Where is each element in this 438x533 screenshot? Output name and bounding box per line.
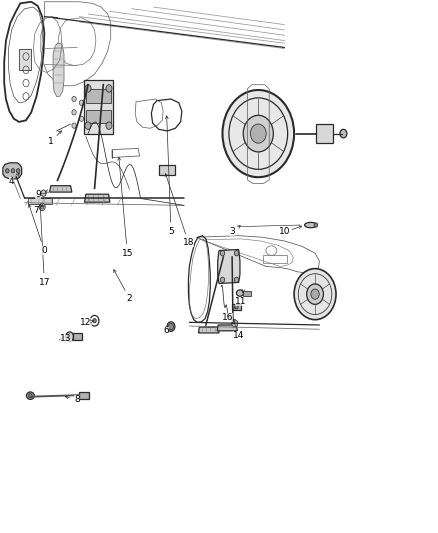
Polygon shape (28, 198, 52, 204)
Text: 2: 2 (127, 294, 132, 303)
Circle shape (232, 320, 238, 327)
Circle shape (28, 393, 32, 398)
Polygon shape (217, 325, 237, 331)
Circle shape (11, 168, 14, 173)
Text: 16: 16 (222, 312, 233, 321)
Bar (73, 334, 82, 340)
Text: 13: 13 (60, 334, 72, 343)
Circle shape (79, 116, 84, 122)
Circle shape (79, 100, 84, 106)
Text: 3: 3 (229, 228, 235, 237)
Circle shape (234, 251, 239, 256)
Circle shape (67, 334, 72, 340)
Text: 14: 14 (233, 331, 244, 340)
Text: 8: 8 (74, 395, 80, 404)
Text: 0: 0 (42, 246, 47, 255)
Circle shape (340, 130, 347, 138)
Bar (263, 255, 287, 263)
Circle shape (85, 85, 91, 92)
Circle shape (243, 115, 273, 152)
Bar (19, 49, 31, 70)
Polygon shape (85, 194, 110, 202)
Ellipse shape (26, 392, 34, 399)
Polygon shape (49, 185, 72, 192)
Circle shape (251, 124, 266, 143)
Text: 7: 7 (33, 206, 39, 215)
Ellipse shape (237, 290, 244, 296)
Text: 12: 12 (80, 318, 92, 327)
Circle shape (106, 122, 112, 130)
Bar (86, 90, 111, 103)
Text: 5: 5 (168, 228, 174, 237)
Circle shape (85, 122, 91, 130)
Ellipse shape (167, 322, 175, 332)
Circle shape (106, 85, 112, 92)
Bar (86, 110, 111, 123)
Circle shape (72, 123, 76, 128)
Text: 1: 1 (48, 137, 54, 146)
Circle shape (235, 305, 238, 309)
Polygon shape (218, 249, 240, 284)
Ellipse shape (304, 222, 317, 228)
Circle shape (223, 90, 294, 177)
Bar (243, 291, 251, 296)
Circle shape (16, 168, 20, 173)
Circle shape (220, 251, 225, 256)
Circle shape (6, 168, 9, 173)
Text: 9: 9 (35, 190, 41, 199)
Polygon shape (53, 43, 64, 96)
Circle shape (39, 203, 45, 211)
Circle shape (294, 269, 336, 320)
Polygon shape (84, 80, 113, 134)
Polygon shape (159, 165, 175, 175)
Circle shape (307, 284, 323, 304)
Text: 17: 17 (39, 278, 50, 287)
Bar (316, 124, 333, 143)
Polygon shape (198, 327, 219, 333)
Circle shape (311, 289, 319, 299)
Text: 6: 6 (164, 326, 170, 335)
Circle shape (72, 110, 76, 115)
Circle shape (314, 223, 318, 227)
Circle shape (93, 319, 96, 323)
Circle shape (168, 324, 173, 330)
Text: 4: 4 (9, 177, 14, 186)
Polygon shape (3, 163, 21, 179)
Text: 10: 10 (279, 228, 290, 237)
Circle shape (234, 277, 239, 282)
Text: 15: 15 (122, 249, 133, 258)
Circle shape (40, 205, 44, 209)
Ellipse shape (66, 332, 74, 342)
Circle shape (220, 277, 225, 282)
Text: 11: 11 (235, 296, 247, 305)
Circle shape (41, 190, 46, 196)
Bar (79, 392, 89, 399)
Bar (232, 304, 241, 310)
Text: 18: 18 (183, 238, 194, 247)
Circle shape (72, 96, 76, 102)
